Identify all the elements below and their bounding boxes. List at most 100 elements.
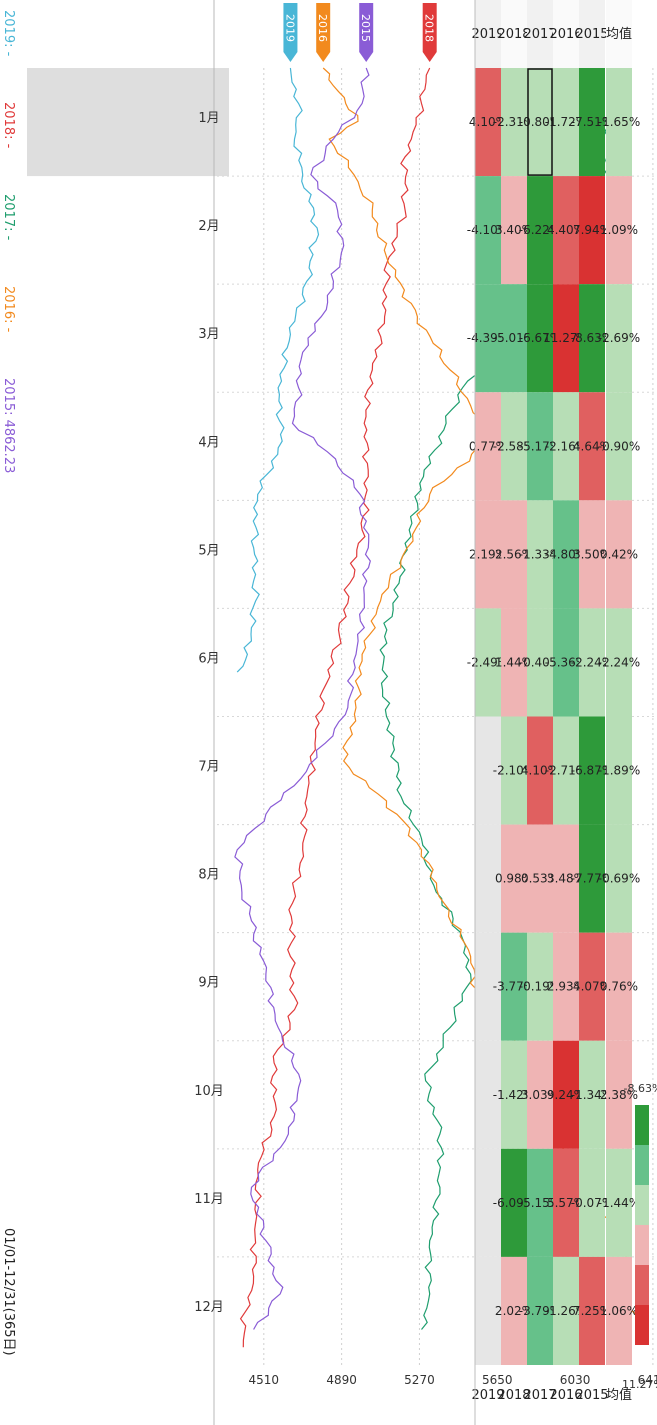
table-cell-value: -0.69% [598, 872, 640, 886]
table-cell[interactable] [527, 608, 553, 717]
table-cell[interactable] [579, 392, 605, 501]
table-cell[interactable] [579, 176, 605, 285]
table-year-label-right-2016: 2016 [549, 1388, 582, 1403]
table-cell-value: 0.98% [495, 872, 533, 886]
table-cell[interactable] [579, 284, 605, 393]
table-row-header-bg [579, 0, 605, 68]
table-cell-value: 4.40% [547, 223, 585, 237]
table-cell[interactable] [553, 392, 579, 501]
table-cell[interactable] [579, 824, 605, 933]
table-cell[interactable] [501, 1256, 527, 1365]
table-row-header-bg [527, 0, 553, 68]
scale-swatch-5 [635, 1305, 649, 1345]
table-cell[interactable] [475, 716, 501, 825]
table-cell[interactable] [475, 284, 501, 393]
table-cell[interactable] [606, 500, 632, 609]
table-cell[interactable] [475, 1148, 501, 1257]
table-cell[interactable] [475, 1256, 501, 1365]
table-cell[interactable] [527, 716, 553, 825]
table-cell[interactable] [606, 176, 632, 285]
scale-swatch-1 [635, 1145, 649, 1185]
table-cell[interactable] [553, 1040, 579, 1149]
table-cell[interactable] [553, 500, 579, 609]
month-label-10: 11月 [194, 1192, 224, 1207]
table-cell[interactable] [606, 284, 632, 393]
table-cell[interactable] [501, 1040, 527, 1149]
table-cell-value: -8.63% [571, 331, 613, 345]
table-cell[interactable] [606, 1040, 632, 1149]
table-cell[interactable] [553, 1256, 579, 1365]
table-cell-value: 0.77% [469, 439, 507, 453]
table-cell[interactable] [475, 392, 501, 501]
table-cell[interactable] [579, 716, 605, 825]
table-cell[interactable] [527, 1148, 553, 1257]
table-cell[interactable] [475, 608, 501, 717]
table-cell[interactable] [501, 932, 527, 1041]
month-label-0: 1月 [198, 111, 219, 126]
table-cell-value: -4.39% [467, 331, 509, 345]
table-cell-value: -0.19% [519, 980, 561, 994]
table-cell[interactable] [527, 500, 553, 609]
table-cell[interactable] [501, 716, 527, 825]
table-cell[interactable] [527, 284, 553, 393]
table-cell-value: 4.10% [469, 115, 507, 129]
table-cell[interactable] [553, 284, 579, 393]
table-cell[interactable] [606, 608, 632, 717]
table-cell[interactable] [553, 824, 579, 933]
table-cell[interactable] [606, 716, 632, 825]
table-cell[interactable] [553, 716, 579, 825]
table-cell[interactable] [527, 68, 553, 177]
table-cell[interactable] [579, 1040, 605, 1149]
table-cell[interactable] [475, 500, 501, 609]
table-cell-value: 2.19% [469, 547, 507, 561]
table-cell[interactable] [501, 824, 527, 933]
table-cell[interactable] [501, 284, 527, 393]
table-cell[interactable] [606, 1256, 632, 1365]
table-cell[interactable] [501, 500, 527, 609]
table-cell[interactable] [475, 68, 501, 177]
selected-cell-outline [527, 68, 553, 176]
table-cell[interactable] [579, 1256, 605, 1365]
table-cell-value: -6.67% [519, 331, 561, 345]
table-cell[interactable] [606, 68, 632, 177]
table-cell[interactable] [501, 392, 527, 501]
table-cell[interactable] [527, 1040, 553, 1149]
table-cell[interactable] [501, 68, 527, 177]
table-cell[interactable] [579, 68, 605, 177]
table-cell[interactable] [606, 1148, 632, 1257]
table-cell[interactable] [527, 932, 553, 1041]
table-cell[interactable] [501, 1148, 527, 1257]
month-label-7: 8月 [198, 868, 219, 883]
table-cell[interactable] [501, 176, 527, 285]
table-cell-value: -0.80% [519, 115, 561, 129]
highlight-band [27, 68, 229, 177]
table-cell[interactable] [527, 1256, 553, 1365]
table-cell-value: 1.44% [495, 655, 533, 669]
table-cell[interactable] [553, 176, 579, 285]
table-cell[interactable] [579, 608, 605, 717]
table-cell[interactable] [527, 176, 553, 285]
table-cell[interactable] [527, 392, 553, 501]
table-cell[interactable] [553, 932, 579, 1041]
table-cell[interactable] [527, 824, 553, 933]
table-cell[interactable] [475, 1040, 501, 1149]
table-cell[interactable] [579, 500, 605, 609]
table-cell[interactable] [606, 824, 632, 933]
table-cell[interactable] [553, 68, 579, 177]
table-cell-value: -5.01% [493, 331, 535, 345]
table-cell[interactable] [579, 932, 605, 1041]
table-cell[interactable] [475, 824, 501, 933]
table-cell[interactable] [606, 392, 632, 501]
table-cell-value: -4.80% [545, 547, 587, 561]
table-cell[interactable] [501, 608, 527, 717]
table-cell[interactable] [553, 1148, 579, 1257]
table-cell[interactable] [579, 1148, 605, 1257]
table-year-label-right-2015: 2015 [575, 1388, 608, 1403]
y-tick-label-5: 6410 [638, 1373, 657, 1387]
month-label-9: 10月 [194, 1084, 224, 1099]
table-cell[interactable] [475, 176, 501, 285]
color-scale: -8.63% 11.27% [622, 1082, 657, 1391]
table-cell[interactable] [553, 608, 579, 717]
table-cell[interactable] [606, 932, 632, 1041]
table-cell[interactable] [475, 932, 501, 1041]
